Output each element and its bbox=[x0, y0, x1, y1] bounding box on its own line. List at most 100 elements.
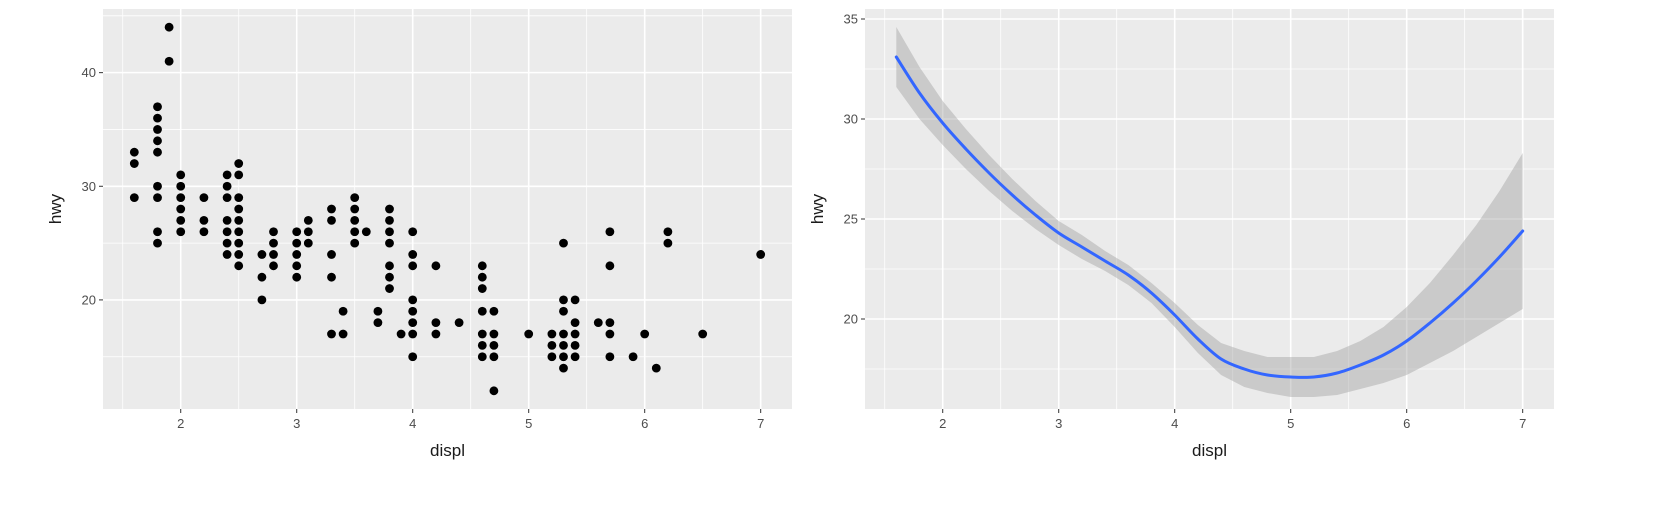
scatter-points bbox=[129, 22, 766, 396]
smooth-y-tick-label: 35 bbox=[844, 12, 858, 27]
scatter-point bbox=[385, 272, 394, 282]
scatter-point bbox=[199, 193, 209, 203]
scatter-point bbox=[373, 306, 383, 316]
scatter-point bbox=[489, 329, 499, 339]
scatter-point bbox=[222, 250, 232, 259]
scatter-point bbox=[257, 272, 267, 282]
scatter-point bbox=[489, 340, 499, 350]
scatter-point bbox=[222, 215, 232, 225]
smooth-x-tick-label: 7 bbox=[1519, 416, 1526, 431]
scatter-point bbox=[234, 159, 244, 168]
scatter-point bbox=[350, 204, 360, 214]
scatter-point bbox=[373, 318, 383, 328]
smooth-y-tick-label: 25 bbox=[844, 212, 858, 227]
scatter-point bbox=[257, 295, 267, 305]
scatter-point bbox=[408, 227, 418, 237]
scatter-point bbox=[327, 329, 336, 339]
scatter-point bbox=[477, 352, 487, 362]
scatter-point bbox=[431, 261, 441, 271]
scatter-point bbox=[234, 227, 244, 237]
scatter-point bbox=[199, 215, 209, 225]
scatter-point bbox=[605, 352, 615, 362]
scatter-point bbox=[292, 238, 302, 248]
scatter-point bbox=[559, 340, 568, 350]
scatter-point bbox=[222, 193, 232, 203]
scatter-point bbox=[153, 102, 162, 112]
scatter-point bbox=[396, 329, 406, 339]
scatter-point bbox=[176, 227, 186, 237]
scatter-point bbox=[431, 318, 441, 328]
scatter-point bbox=[385, 215, 394, 225]
scatter-point bbox=[153, 227, 162, 237]
scatter-x-tick-label: 2 bbox=[177, 416, 184, 431]
scatter-panel: 2 3 4 5 6 7 20 30 40 displ hwy bbox=[46, 9, 792, 460]
smooth-y-tick-label: 20 bbox=[844, 312, 858, 327]
scatter-point bbox=[176, 170, 186, 180]
scatter-point bbox=[269, 261, 278, 271]
scatter-point bbox=[559, 295, 568, 305]
scatter-point bbox=[477, 340, 487, 350]
confidence-ribbon bbox=[896, 27, 1523, 397]
scatter-point bbox=[129, 193, 139, 203]
scatter-point bbox=[338, 306, 348, 316]
scatter-x-tick-label: 7 bbox=[757, 416, 764, 431]
scatter-y-axis-title: hwy bbox=[46, 193, 65, 224]
scatter-point bbox=[176, 204, 186, 214]
scatter-gridlines bbox=[103, 9, 792, 409]
scatter-point bbox=[222, 238, 232, 248]
scatter-point bbox=[164, 56, 174, 66]
scatter-point bbox=[756, 250, 766, 259]
scatter-point bbox=[153, 147, 162, 157]
smooth-x-tick-label: 5 bbox=[1287, 416, 1294, 431]
scatter-point bbox=[222, 170, 232, 180]
scatter-x-axis-title: displ bbox=[430, 441, 465, 460]
scatter-point bbox=[477, 272, 487, 282]
smooth-panel: 2 3 4 5 6 7 20 25 30 35 displ hwy bbox=[808, 9, 1554, 460]
scatter-point bbox=[524, 329, 534, 339]
scatter-point bbox=[559, 306, 568, 316]
smooth-x-tick-label: 4 bbox=[1171, 416, 1178, 431]
scatter-point bbox=[559, 363, 568, 373]
scatter-point bbox=[559, 238, 568, 248]
scatter-point bbox=[269, 250, 278, 259]
scatter-panel-background bbox=[103, 9, 792, 409]
scatter-point bbox=[153, 193, 162, 203]
scatter-point bbox=[570, 340, 580, 350]
smooth-x-tick-label: 6 bbox=[1403, 416, 1410, 431]
scatter-point bbox=[292, 227, 302, 237]
scatter-point bbox=[408, 295, 418, 305]
scatter-x-tick-label: 3 bbox=[293, 416, 300, 431]
smooth-x-tick-label: 2 bbox=[939, 416, 946, 431]
smooth-x-axis-title: displ bbox=[1192, 441, 1227, 460]
scatter-point bbox=[234, 193, 244, 203]
scatter-y-tick-label: 30 bbox=[82, 179, 96, 194]
scatter-point bbox=[628, 352, 638, 362]
scatter-point bbox=[408, 261, 418, 271]
scatter-point bbox=[222, 181, 232, 191]
scatter-point bbox=[176, 215, 186, 225]
scatter-point bbox=[327, 250, 336, 259]
scatter-point bbox=[350, 227, 360, 237]
smooth-x-tick-label: 3 bbox=[1055, 416, 1062, 431]
scatter-point bbox=[153, 125, 162, 134]
scatter-point bbox=[385, 204, 394, 214]
scatter-point bbox=[385, 284, 394, 293]
smooth-y-axis-title: hwy bbox=[808, 193, 827, 224]
scatter-point bbox=[234, 204, 244, 214]
scatter-point bbox=[477, 329, 487, 339]
scatter-point bbox=[570, 329, 580, 339]
scatter-point bbox=[257, 250, 267, 259]
scatter-point bbox=[303, 227, 313, 237]
scatter-point bbox=[234, 261, 244, 271]
scatter-x-tick-label: 4 bbox=[409, 416, 416, 431]
scatter-point bbox=[176, 193, 186, 203]
scatter-point bbox=[489, 352, 499, 362]
scatter-point bbox=[222, 227, 232, 237]
scatter-point bbox=[605, 227, 615, 237]
scatter-point bbox=[547, 352, 557, 362]
scatter-point bbox=[153, 238, 162, 248]
scatter-point bbox=[408, 329, 418, 339]
smooth-y-tick-label: 30 bbox=[844, 112, 858, 127]
scatter-point bbox=[477, 261, 487, 271]
